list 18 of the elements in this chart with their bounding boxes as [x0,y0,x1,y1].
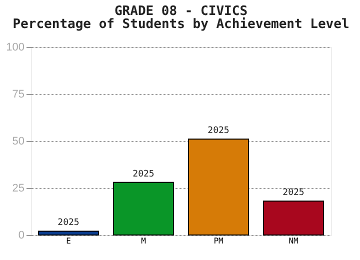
text: 2025 [282,188,304,198]
y-tick-label: 75 [12,88,24,100]
bar [38,230,99,236]
series-label: 2025 [58,218,80,228]
x-tick-label: NM [288,236,298,246]
y-tick-label: 0 [18,230,24,242]
x-tick-label: PM [214,236,224,246]
bar [113,182,174,236]
chart-subtitle: Percentage of Students by Achievement Level [12,17,350,32]
bar [263,200,324,236]
x-tick-label: M [141,236,146,246]
y-tick-label: 50 [12,136,24,148]
text: 2025 [132,169,154,180]
x-tick-label: E [66,236,72,246]
text: 2025 [208,126,230,136]
y-tick-label: 100 [6,42,24,54]
bar [188,138,249,236]
y-tick-label: 25 [12,182,24,194]
